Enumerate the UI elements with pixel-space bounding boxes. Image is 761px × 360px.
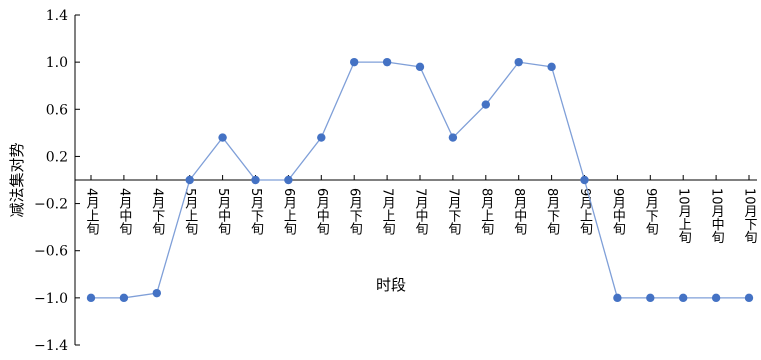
y-axis-title: 减法集对势	[8, 142, 26, 217]
x-tick-label: 9月下旬	[643, 188, 659, 236]
x-tick-label: 8月中旬	[511, 188, 527, 236]
x-tick-label: 5月上旬	[182, 188, 198, 236]
x-tick-label: 9月上旬	[577, 188, 593, 236]
data-point	[251, 175, 260, 185]
x-tick-label: 7月中旬	[413, 188, 429, 236]
data-point	[317, 133, 326, 142]
x-tick-label: 4月下旬	[149, 188, 165, 236]
data-point	[514, 57, 523, 67]
x-tick-label: 9月中旬	[610, 188, 626, 236]
x-tick-label: 7月下旬	[445, 188, 461, 236]
data-point	[152, 288, 161, 298]
x-tick-label: 4月上旬	[84, 188, 100, 236]
y-tick-label: 1.0	[46, 55, 68, 71]
y-tick-label: −1.0	[34, 291, 68, 307]
x-axis: 4月上旬 4月中旬 4月下旬 5月上旬 5月中旬 5月下旬 6月上旬 6月中旬 6月下旬 7月上旬…	[75, 175, 757, 244]
data-point	[711, 293, 721, 303]
data-point	[481, 100, 490, 109]
x-tick-label: 5月中旬	[215, 188, 231, 236]
x-tick-label: 4月中旬	[116, 188, 131, 236]
data-point	[646, 293, 655, 303]
data-point	[744, 293, 754, 303]
data-point	[547, 62, 556, 72]
y-tick-label: −0.6	[34, 244, 68, 260]
x-tick-label: 5月下旬	[248, 188, 264, 236]
data-point	[679, 293, 688, 303]
series-group	[86, 57, 754, 303]
y-tick-label: −0.2	[34, 197, 68, 213]
data-point	[284, 175, 293, 185]
data-point	[382, 57, 392, 67]
data-point	[185, 175, 194, 185]
data-point	[119, 293, 129, 303]
x-tick-label: 6月中旬	[314, 188, 330, 236]
x-tick-label: 6月下旬	[347, 188, 363, 236]
x-tick-label: 6月上旬	[281, 188, 297, 236]
data-point	[448, 133, 458, 142]
y-tick-label: −1.4	[34, 338, 68, 354]
x-tick-label: 10月下旬	[742, 188, 758, 244]
data-point	[218, 133, 227, 142]
y-axis: 1.4 1.0 0.6 0.2 −0.2 −0.6 −1.0 −1.4	[34, 8, 80, 354]
y-tick-label: 0.6	[46, 102, 68, 118]
x-tick-label: 10月中旬	[709, 188, 725, 244]
data-point	[350, 57, 359, 67]
y-tick-label: 1.4	[46, 8, 68, 24]
x-tick-label: 8月下旬	[544, 188, 560, 236]
x-axis-title: 时段	[376, 276, 406, 294]
data-point	[580, 175, 589, 185]
data-point	[415, 62, 425, 72]
data-point	[86, 293, 96, 303]
x-tick-label: 8月上旬	[478, 188, 494, 236]
x-tick-label: 7月上旬	[380, 188, 396, 236]
x-tick-label: 10月上旬	[676, 188, 692, 244]
data-point	[613, 293, 622, 303]
y-tick-label: 0.2	[46, 149, 68, 165]
